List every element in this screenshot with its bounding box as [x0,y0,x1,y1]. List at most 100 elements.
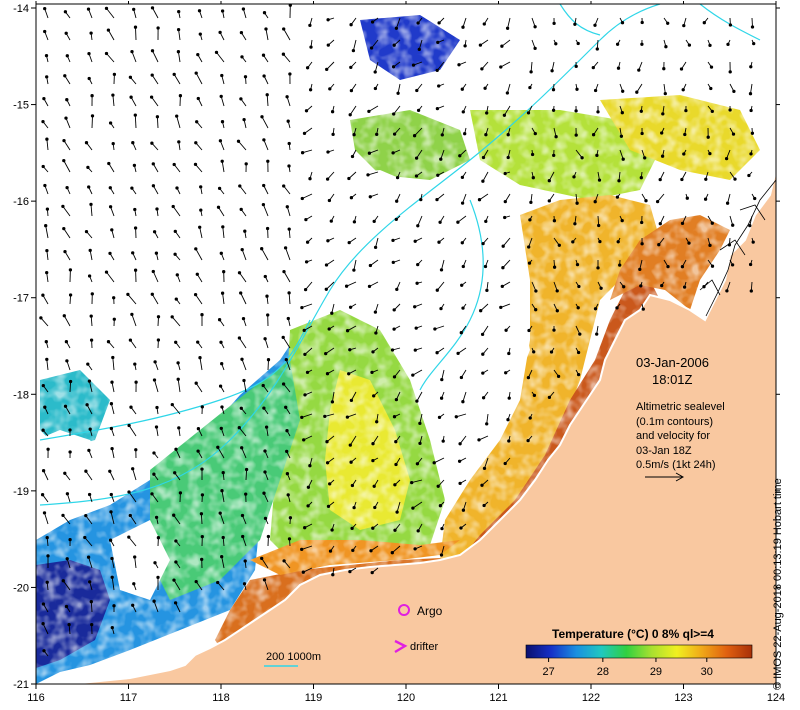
velocity-arrow-head [664,45,668,49]
velocity-arrow-head [533,46,537,51]
velocity-arrow-head [108,538,113,542]
velocity-arrow-head [86,555,91,559]
velocity-arrow-head [199,512,204,516]
velocity-arrow-head [220,405,224,409]
velocity-arrow-head [43,183,47,188]
velocity-arrow-head [155,405,159,410]
velocity-arrow [171,316,181,327]
velocity-arrow-head [532,350,536,354]
velocity-arrow-head [244,467,249,472]
land-mass [70,170,776,684]
velocity-arrow-head [749,289,753,293]
velocity-arrow-head [439,157,443,161]
velocity-arrow [129,515,137,525]
velocity-arrow-head [660,131,664,135]
velocity-arrow-head [730,263,735,267]
velocity-arrow-head [554,42,558,46]
velocity-arrow-head [133,362,137,366]
velocity-arrow-head [458,481,462,486]
x-tick-label: 121 [489,692,507,704]
velocity-arrow [195,294,203,305]
velocity-arrow-head [731,132,736,136]
x-tick-label: 124 [767,692,785,704]
velocity-arrow-head [46,554,50,558]
velocity-arrow-head [593,88,598,93]
velocity-arrow [152,7,159,19]
velocity-arrow-head [174,297,178,301]
velocity-arrow-head [194,579,198,584]
velocity-arrow-head [351,48,356,53]
velocity-arrow-head [198,32,202,36]
velocity-arrow-head [547,179,551,183]
velocity-arrow-head [726,42,730,47]
velocity-arrow [657,193,665,202]
velocity-arrow-head [221,225,225,229]
velocity-arrow-head [411,373,415,377]
velocity-arrow-head [725,289,729,293]
velocity-arrow-head [437,21,441,25]
velocity-arrow-head [132,7,136,12]
velocity-arrow-head [704,177,708,181]
velocity-arrow-head [304,217,308,222]
velocity-arrow-head [391,238,395,243]
velocity-arrow-head [126,292,130,297]
velocity-arrow [325,281,335,290]
velocity-arrow-head [507,396,511,400]
velocity-arrow-head [574,64,578,69]
velocity-arrow [132,468,137,481]
velocity-arrow-head [151,184,156,188]
velocity-arrow-head [63,471,67,475]
velocity-arrow-head [352,133,356,137]
velocity-arrow-head [349,65,353,70]
velocity-arrow-head [65,359,69,363]
velocity-arrow-head [372,484,376,488]
velocity-arrow-head [480,332,485,337]
velocity-arrow-head [437,240,441,244]
velocity-arrow [178,29,181,41]
velocity-arrow-head [373,70,377,74]
velocity-arrow-head [62,158,66,163]
velocity-arrow-head [458,154,462,158]
velocity-arrow-head [129,405,133,409]
velocity-arrow-head [638,267,642,272]
velocity-arrow-head [460,87,464,91]
velocity-arrow [241,447,247,459]
velocity-arrow-head [348,113,352,117]
velocity-arrow [175,602,181,613]
velocity-arrow-head [503,461,507,466]
velocity-arrow-head [263,337,267,341]
velocity-arrow-head [150,73,154,77]
colorbar-tick-label: 29 [650,666,662,678]
velocity-arrow [46,139,49,151]
velocity-arrow-head [593,307,598,311]
velocity-arrow-head [460,283,464,287]
velocity-arrow-head [199,208,203,212]
velocity-arrow-head [461,25,465,29]
velocity-arrow [110,511,115,525]
velocity-arrow-head [395,199,399,203]
velocity-arrow-head [110,380,114,384]
velocity-arrow-head [526,438,530,443]
velocity-arrow-head [87,379,92,383]
coastline [69,169,776,684]
velocity-arrow-head [239,291,243,295]
velocity-arrow-head [220,120,225,124]
altimetry-info: Altimetric sealevel (0.1m contours) and … [636,400,725,473]
velocity-arrow-head [661,112,665,116]
velocity-arrow-head [194,71,198,75]
x-tick-label: 116 [27,692,45,704]
y-tick-label: -16 [13,196,29,208]
velocity-arrow-head [90,114,95,118]
velocity-arrow-head [480,483,484,487]
colorbar-tick-label: 30 [701,666,713,678]
velocity-arrow-head [394,397,399,402]
velocity-arrow-head [368,195,372,199]
velocity-arrow-head [219,340,223,344]
velocity-arrow [42,623,49,635]
y-tick-label: -20 [13,582,29,594]
velocity-arrow-head [350,154,355,159]
velocity-arrow-head [330,311,334,315]
velocity-arrow-head [64,340,69,344]
velocity-arrow-head [350,483,355,488]
